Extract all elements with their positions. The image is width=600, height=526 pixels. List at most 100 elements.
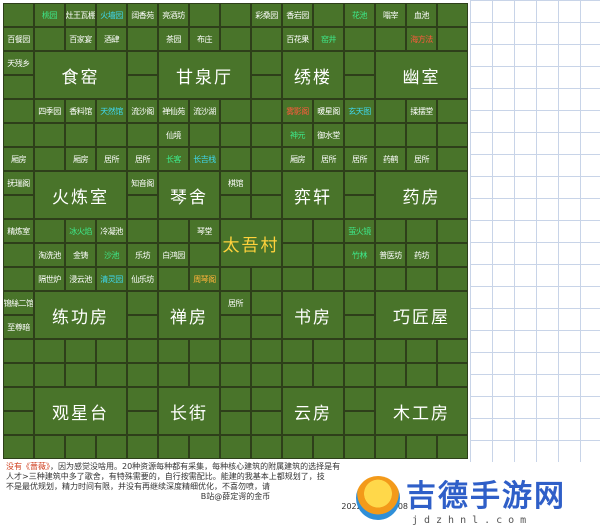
- note-line-3: 不是最优规划，精力时间有限，并没有再继续深度精细优化，不喜勿喷，请: [6, 482, 270, 491]
- note-line-1: 没有《蔷薇》，因为感觉没啥用。20种资源每种都有采集，每种核心建筑的附属建筑的选…: [6, 462, 341, 471]
- map-tile: 仙乐坊: [127, 267, 158, 291]
- map-tile: [282, 363, 313, 387]
- map-tile: 药鹤: [375, 147, 406, 171]
- map-tile: [158, 267, 189, 291]
- map-tile: 至尊暗: [3, 315, 34, 339]
- map-tile: [406, 267, 437, 291]
- core-building: 木工房: [375, 387, 468, 435]
- map-tile: [437, 3, 468, 27]
- map-tile: [375, 435, 406, 459]
- map-tile: [251, 411, 282, 435]
- map-tile: [344, 435, 375, 459]
- map-tile: [282, 267, 313, 291]
- map-tile: [3, 123, 34, 147]
- map-tile: [406, 363, 437, 387]
- map-tile: [344, 387, 375, 411]
- map-tile: 天残乡: [3, 51, 34, 75]
- map-tile: 金铸: [65, 243, 96, 267]
- map-tile: 四季园: [34, 99, 65, 123]
- map-tile: [34, 147, 65, 171]
- map-tile: [96, 123, 127, 147]
- map-tile: [220, 411, 251, 435]
- map-tile: 厢房: [282, 147, 313, 171]
- map-tile: [282, 219, 313, 243]
- map-tile: [220, 435, 251, 459]
- map-tile: [437, 339, 468, 363]
- map-tile: [251, 387, 282, 411]
- core-building: 书房: [282, 291, 344, 339]
- map-tile: [406, 219, 437, 243]
- map-tile: [437, 243, 468, 267]
- core-building: 观星台: [34, 387, 127, 435]
- map-tile: [313, 219, 344, 243]
- map-tile: 茶园: [158, 27, 189, 51]
- map-tile: [437, 147, 468, 171]
- map-tile: [344, 411, 375, 435]
- map-tile: [313, 435, 344, 459]
- map-tile: [3, 267, 34, 291]
- map-tile: 嗡宰: [375, 3, 406, 27]
- map-tile: 冷凝池: [96, 219, 127, 243]
- map-tile: [375, 99, 406, 123]
- map-tile: 天然馆: [96, 99, 127, 123]
- map-tile: [189, 243, 220, 267]
- core-building: 云房: [282, 387, 344, 435]
- core-building: 琴舍: [158, 171, 220, 219]
- map-tile: [251, 51, 282, 75]
- map-tile: [344, 195, 375, 219]
- map-tile: [251, 291, 282, 315]
- map-tile: [127, 123, 158, 147]
- map-tile: [437, 27, 468, 51]
- map-tile: [251, 363, 282, 387]
- note-line-2: 人才>三种建筑中多了歌舍，有特殊需要的，自行按需配比。能建的我基本上都规划了，技: [6, 472, 325, 481]
- map-tile: [3, 387, 34, 411]
- map-tile: 桃园: [34, 3, 65, 27]
- map-tile: [127, 387, 158, 411]
- map-tile: 锦絲二馆: [3, 291, 34, 315]
- map-tile: [127, 27, 158, 51]
- map-tile: 酒肆: [96, 27, 127, 51]
- map-tile: [313, 267, 344, 291]
- map-tile: [344, 339, 375, 363]
- map-tile: [127, 195, 158, 219]
- map-tile: 百家宴: [65, 27, 96, 51]
- map-tile: 知音阁: [127, 171, 158, 195]
- map-tile: [3, 99, 34, 123]
- map-tile: [189, 339, 220, 363]
- map-tile: [34, 219, 65, 243]
- map-tile: [251, 99, 282, 123]
- author-credit: B站@薛定谔的金币: [200, 492, 271, 501]
- map-tile: 居所: [406, 147, 437, 171]
- map-tile: [344, 267, 375, 291]
- map-tile: [251, 315, 282, 339]
- map-tile: [127, 315, 158, 339]
- map-tile: [127, 75, 158, 99]
- map-tile: [189, 363, 220, 387]
- map-tile: [127, 291, 158, 315]
- map-tile: [220, 267, 251, 291]
- map-tile: [3, 195, 34, 219]
- map-tile: 棋馆: [220, 171, 251, 195]
- map-tile: [158, 339, 189, 363]
- core-building: 食窑: [34, 51, 127, 99]
- map-tile: [282, 435, 313, 459]
- map-tile: [127, 219, 158, 243]
- map-tile: 冰火焰: [65, 219, 96, 243]
- map-tile: 萤火镜: [344, 219, 375, 243]
- map-tile: [344, 75, 375, 99]
- map-tile: [220, 3, 251, 27]
- map-tile: [375, 339, 406, 363]
- map-tile: 浸云池: [65, 267, 96, 291]
- map-tile: 居所: [127, 147, 158, 171]
- map-tile: 海方法: [406, 27, 437, 51]
- map-tile: [3, 339, 34, 363]
- map-tile: [313, 339, 344, 363]
- core-building: 禅房: [158, 291, 220, 339]
- map-tile: [220, 123, 251, 147]
- map-tile: [344, 51, 375, 75]
- map-tile: 玄天图: [344, 99, 375, 123]
- map-tile: [313, 3, 344, 27]
- core-building: 绣楼: [282, 51, 344, 99]
- map-tile: [437, 435, 468, 459]
- map-tile: [127, 339, 158, 363]
